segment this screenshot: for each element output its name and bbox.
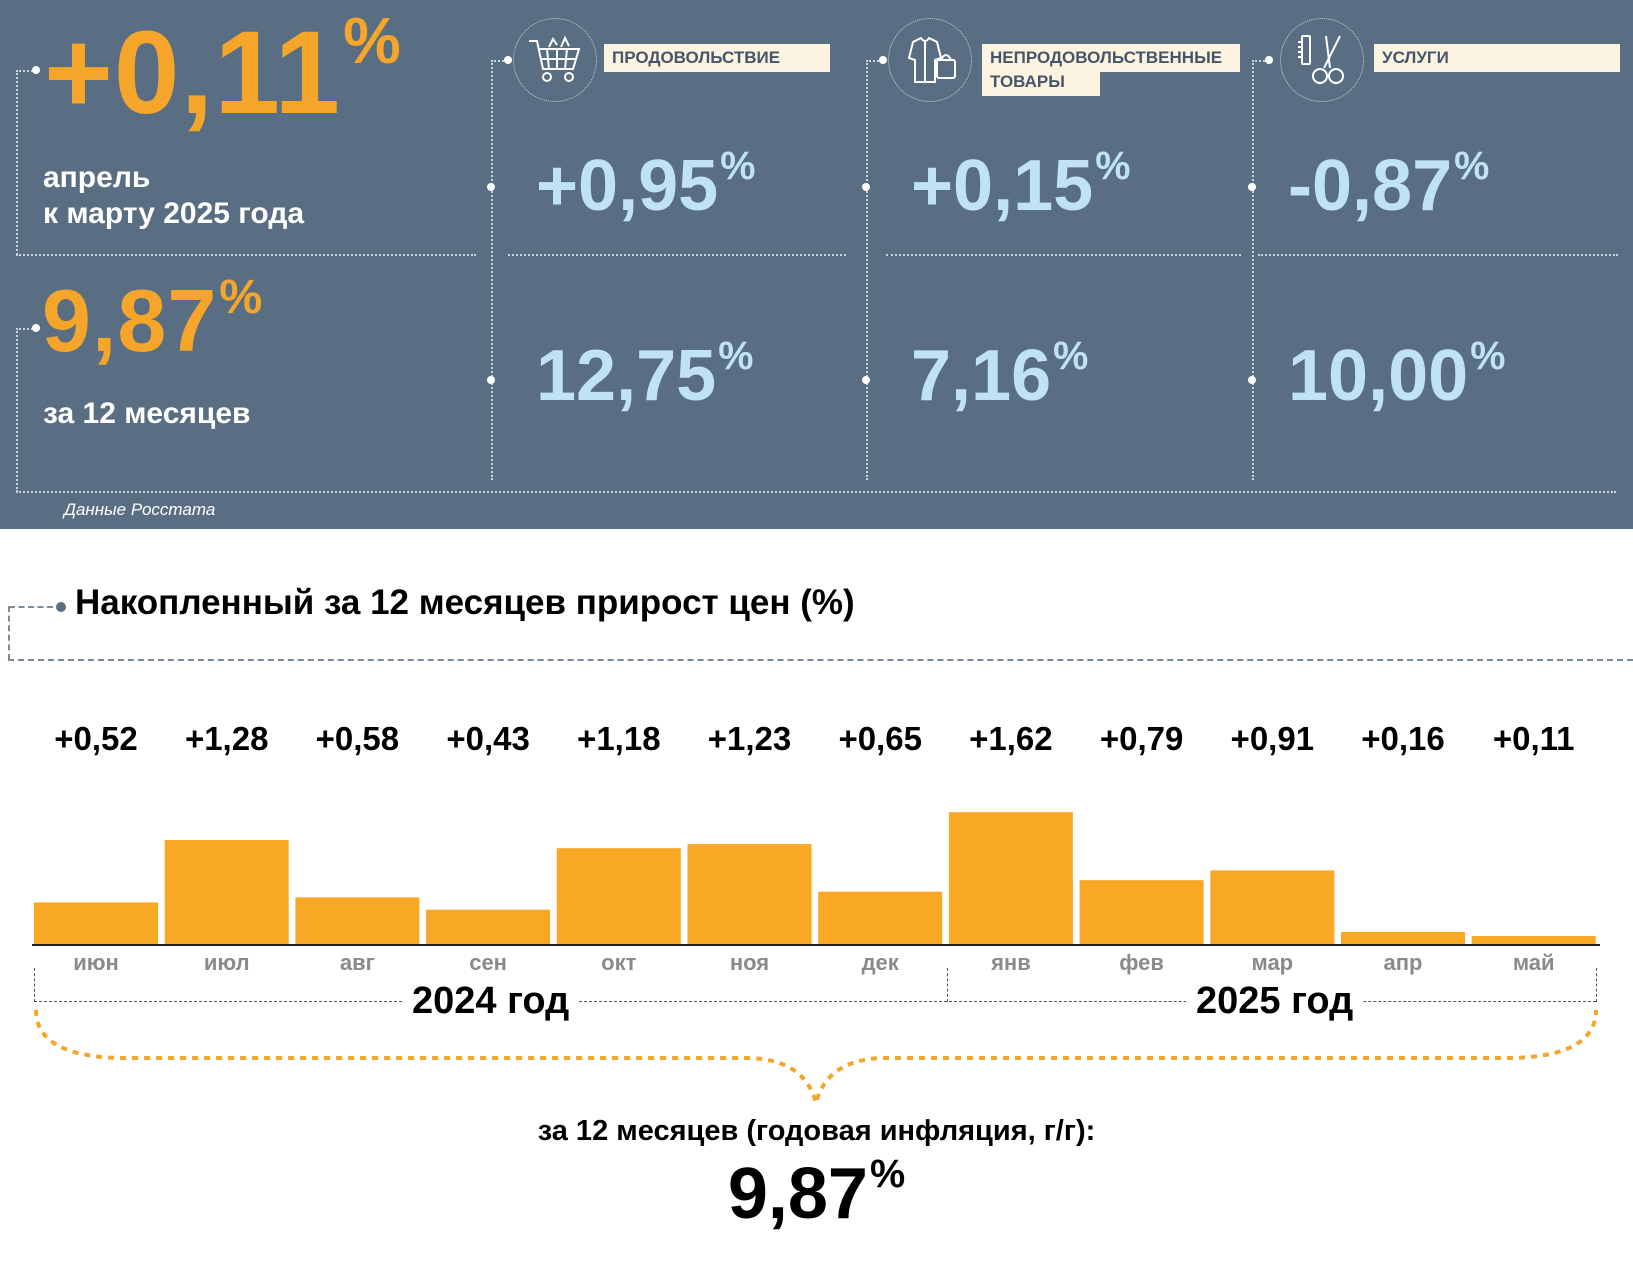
category-label-food: ПРОДОВОЛЬСТВИЕ — [604, 44, 830, 72]
monthly-caption: апрель к марту 2025 года — [43, 161, 305, 230]
divider-line — [16, 254, 476, 256]
year-bracket-tick — [34, 968, 35, 1002]
bar-май — [1471, 936, 1596, 945]
guide-dot — [487, 183, 495, 191]
bar-chart: +0,52 июн +1,28 июл +0,58 авг +0,43 сен +1,18 окт… — [32, 720, 1600, 975]
nonfood-annual-value: 7,16% — [911, 333, 1089, 416]
services-annual-value: 10,00% — [1288, 333, 1506, 416]
title-dot — [56, 602, 66, 612]
month-label-фев: фев — [1119, 950, 1164, 975]
month-label-янв: янв — [990, 950, 1031, 975]
guide-line — [491, 60, 493, 480]
bar-июн — [34, 902, 158, 945]
guide-line — [866, 60, 868, 480]
value-label-окт: +1,18 — [577, 720, 661, 757]
food-monthly-value: +0,95% — [536, 143, 756, 226]
month-label-апр: апр — [1384, 950, 1423, 975]
annual-inflation-caption: за 12 месяцев (годовая инфляция, г/г): — [537, 1115, 1096, 1147]
bar-сен — [426, 909, 551, 945]
annual-inflation-total: 9,87% — [727, 1151, 906, 1234]
month-label-июл: июл — [204, 950, 250, 975]
year-label-2025: 2025 год — [1186, 980, 1364, 1023]
guide-dot — [504, 56, 512, 64]
month-label-ноя: ноя — [730, 950, 769, 975]
guide-dot — [879, 56, 887, 64]
title-guide-line — [9, 606, 53, 608]
services-monthly-value: -0,87% — [1288, 143, 1490, 226]
monthly-inflation-value: +0,11% — [44, 3, 402, 139]
annual-caption: за 12 месяцев — [43, 397, 251, 430]
bar-янв — [948, 812, 1073, 945]
value-label-апр: +0,16 — [1361, 720, 1445, 757]
value-label-янв: +1,62 — [969, 720, 1053, 757]
divider-line — [508, 254, 846, 256]
value-label-июн: +0,52 — [54, 720, 138, 757]
month-label-мар: мар — [1251, 950, 1293, 975]
bar-мар — [1210, 870, 1335, 945]
annual-inflation-value: 9,87% — [42, 270, 264, 370]
month-label-авг: авг — [340, 950, 375, 975]
guide-line — [491, 60, 507, 62]
month-label-окт: окт — [601, 950, 636, 975]
guide-dot — [862, 183, 870, 191]
clothes-bag-icon — [888, 18, 972, 102]
value-label-май: +0,11 — [1493, 720, 1575, 757]
guide-dot — [1248, 183, 1256, 191]
year-bracket-tick — [1596, 968, 1597, 1002]
month-label-дек: дек — [862, 950, 900, 975]
shopping-cart-icon — [513, 18, 597, 102]
bar-ноя — [687, 844, 812, 945]
guide-line — [16, 328, 36, 330]
guide-dot — [487, 376, 495, 384]
year-bracket-tick — [947, 968, 948, 1002]
category-label-services: УСЛУГИ — [1374, 44, 1620, 72]
guide-line — [16, 70, 18, 255]
guide-line — [16, 328, 18, 492]
title-guide-line — [8, 606, 10, 660]
month-label-май: май — [1513, 950, 1555, 975]
summary-panel: +0,11% апрель к марту 2025 года 9,87% за … — [0, 0, 1633, 529]
nonfood-monthly-value: +0,15% — [911, 143, 1131, 226]
guide-line — [866, 60, 882, 62]
guide-dot — [1248, 376, 1256, 384]
bar-дек — [818, 891, 943, 945]
bar-июл — [164, 840, 289, 945]
guide-line — [16, 70, 36, 72]
guide-dot — [862, 376, 870, 384]
guide-dot — [32, 66, 40, 74]
value-label-авг: +0,58 — [316, 720, 400, 757]
chart-title: Накопленный за 12 месяцев прирост цен (%… — [75, 583, 855, 622]
year-label-2024: 2024 год — [402, 980, 580, 1023]
guide-line — [1252, 60, 1254, 480]
value-label-ноя: +1,23 — [708, 720, 792, 757]
divider-line — [1258, 254, 1618, 256]
bar-авг — [295, 897, 420, 945]
data-source: Данные Росстата — [64, 500, 216, 519]
value-label-сен: +0,43 — [446, 720, 530, 757]
category-label-nonfood: НЕПРОДОВОЛЬСТВЕННЫЕ — [982, 44, 1240, 72]
month-label-сен: сен — [469, 950, 507, 975]
bar-окт — [556, 848, 681, 945]
value-label-фев: +0,79 — [1100, 720, 1184, 757]
category-label-nonfood-line2: ТОВАРЫ — [982, 68, 1100, 96]
value-label-июл: +1,28 — [185, 720, 269, 757]
divider-line — [16, 491, 1616, 493]
guide-dot — [32, 324, 40, 332]
summary-brace — [34, 1009, 1598, 1104]
food-annual-value: 12,75% — [536, 333, 754, 416]
bar-апр — [1341, 931, 1465, 945]
value-label-мар: +0,91 — [1231, 720, 1315, 757]
guide-line — [1252, 60, 1268, 62]
divider-line — [886, 254, 1241, 256]
bar-фев — [1079, 880, 1204, 945]
title-divider-line — [8, 659, 1633, 661]
comb-scissors-icon — [1280, 18, 1364, 102]
month-label-июн: июн — [73, 950, 119, 975]
value-label-дек: +0,65 — [838, 720, 922, 757]
guide-dot — [1265, 56, 1273, 64]
